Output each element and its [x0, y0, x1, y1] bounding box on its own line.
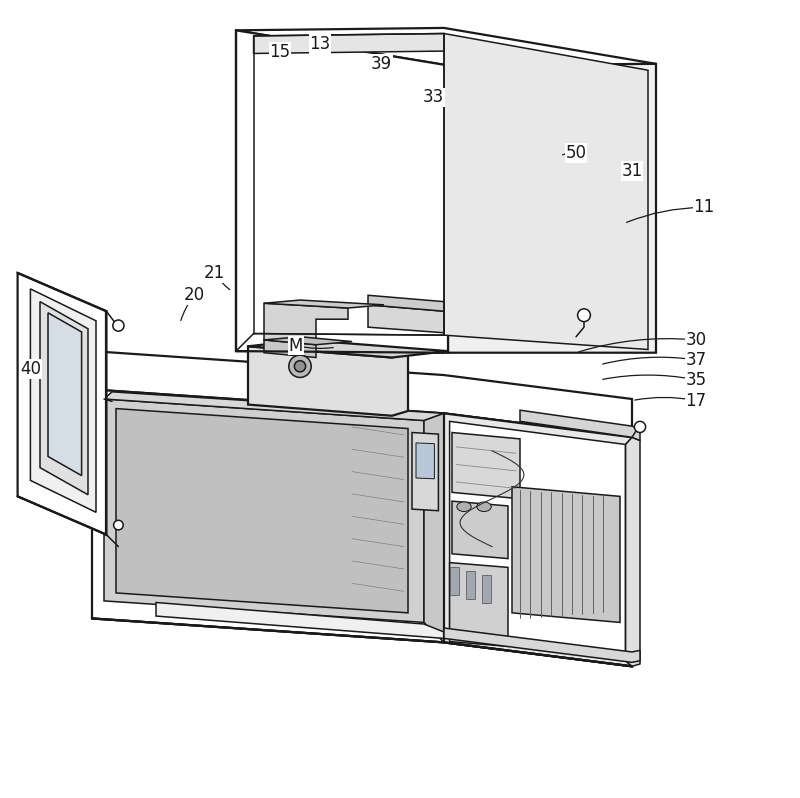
Polygon shape	[40, 302, 88, 495]
Circle shape	[578, 309, 590, 322]
Polygon shape	[264, 340, 316, 358]
Polygon shape	[444, 413, 632, 666]
Polygon shape	[156, 602, 444, 638]
Text: 37: 37	[686, 351, 706, 369]
Polygon shape	[92, 389, 444, 642]
Polygon shape	[450, 563, 508, 646]
Circle shape	[113, 320, 124, 331]
Polygon shape	[368, 295, 444, 311]
Circle shape	[634, 421, 646, 433]
Polygon shape	[236, 30, 448, 353]
Polygon shape	[626, 437, 640, 666]
Text: 17: 17	[686, 392, 706, 409]
Text: 13: 13	[310, 35, 330, 53]
Circle shape	[289, 355, 311, 377]
Bar	[466, 571, 475, 599]
Polygon shape	[264, 337, 352, 345]
Polygon shape	[512, 487, 620, 622]
Text: 15: 15	[270, 43, 290, 61]
Text: 21: 21	[204, 264, 225, 282]
Ellipse shape	[457, 502, 471, 512]
Text: 50: 50	[566, 144, 586, 162]
Polygon shape	[254, 34, 444, 53]
Text: 39: 39	[371, 55, 392, 73]
Polygon shape	[18, 273, 106, 535]
Polygon shape	[104, 392, 444, 421]
Text: M: M	[289, 337, 303, 354]
Polygon shape	[116, 409, 408, 613]
Polygon shape	[424, 413, 444, 642]
Polygon shape	[520, 410, 640, 440]
Polygon shape	[452, 501, 508, 559]
Polygon shape	[30, 289, 96, 512]
Polygon shape	[92, 351, 632, 437]
Text: 20: 20	[184, 286, 205, 304]
Circle shape	[294, 361, 306, 372]
Circle shape	[114, 520, 123, 530]
Text: 33: 33	[423, 89, 444, 106]
Text: 40: 40	[20, 360, 41, 377]
Text: 30: 30	[686, 331, 706, 349]
Polygon shape	[452, 433, 520, 499]
Polygon shape	[412, 433, 438, 511]
Text: 35: 35	[686, 371, 706, 389]
Polygon shape	[264, 303, 348, 345]
Polygon shape	[444, 628, 640, 662]
Polygon shape	[236, 28, 656, 65]
Polygon shape	[416, 443, 434, 479]
Polygon shape	[104, 399, 424, 622]
Polygon shape	[248, 346, 408, 416]
Polygon shape	[444, 413, 632, 666]
Bar	[482, 575, 491, 603]
Polygon shape	[48, 313, 82, 476]
Bar	[450, 567, 459, 595]
Polygon shape	[368, 305, 444, 333]
Polygon shape	[264, 300, 384, 308]
Polygon shape	[444, 34, 648, 350]
Polygon shape	[448, 64, 656, 353]
Text: 11: 11	[694, 199, 714, 216]
Polygon shape	[248, 340, 448, 358]
Polygon shape	[626, 437, 632, 666]
Polygon shape	[450, 421, 626, 661]
Text: 31: 31	[622, 162, 642, 180]
Ellipse shape	[477, 502, 491, 512]
